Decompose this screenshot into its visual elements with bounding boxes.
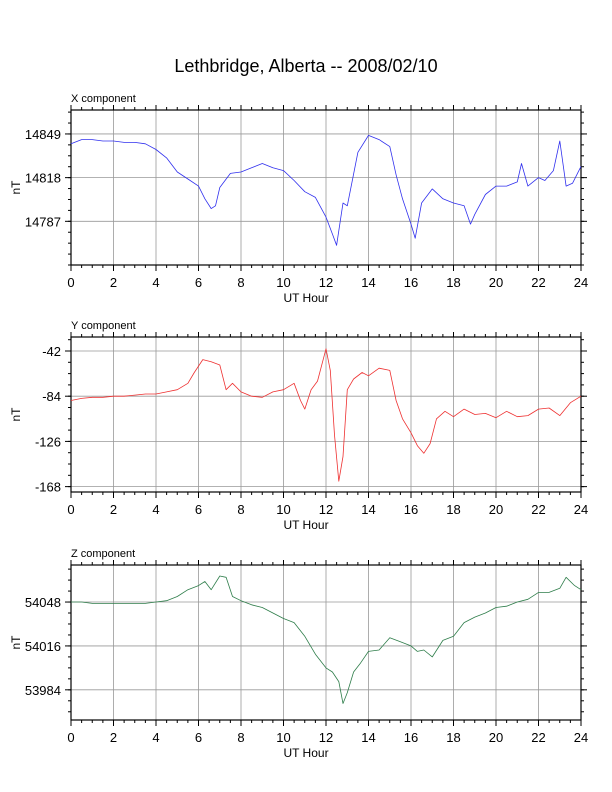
y-tick-label: -84 [42,389,61,404]
x-tick-label: 18 [446,730,460,745]
x-tick-label: 20 [489,502,503,517]
x-tick-label: 6 [195,730,202,745]
x-axis-label: UT Hour [283,518,328,532]
y-axis-label: nT [9,635,23,650]
x-tick-label: 22 [531,502,545,517]
x-tick-label: 8 [237,275,244,290]
y-tick-label: -168 [35,480,61,495]
x-tick-label: 14 [361,502,375,517]
series-line [70,348,582,482]
panel-title: Y component [71,320,136,332]
x-tick-label: 12 [319,730,333,745]
x-tick-label: 2 [110,502,117,517]
x-tick-label: 8 [237,730,244,745]
panel-title: Z component [71,548,135,560]
x-tick-label: 14 [361,730,375,745]
x-tick-label: 24 [574,730,588,745]
x-tick-label: 22 [531,730,545,745]
plot-frame [70,336,582,493]
y-tick-label: 14787 [25,214,61,229]
y-tick-label: 54016 [25,639,61,654]
series-line [70,134,582,246]
x-tick-label: 8 [237,502,244,517]
y-tick-label: 14849 [25,127,61,142]
x-tick-label: 12 [319,502,333,517]
x-tick-label: 6 [195,502,202,517]
x-tick-label: 18 [446,275,460,290]
x-tick-label: 0 [67,275,74,290]
x-tick-label: 18 [446,502,460,517]
x-axis-label: UT Hour [283,291,328,305]
panel-title: X component [71,93,136,105]
x-tick-label: 16 [404,730,418,745]
series-line [71,575,582,704]
x-tick-label: 12 [319,275,333,290]
page-title: Lethbridge, Alberta -- 2008/02/10 [174,56,438,76]
y-tick-label: 14818 [25,171,61,186]
x-tick-label: 6 [195,275,202,290]
x-tick-label: 0 [67,502,74,517]
x-tick-label: 10 [276,502,290,517]
x-tick-label: 16 [404,502,418,517]
x-tick-label: 16 [404,275,418,290]
x-tick-label: 24 [574,502,588,517]
x-tick-label: 24 [574,275,588,290]
x-tick-label: 4 [152,502,159,517]
x-axis-label: UT Hour [283,746,328,760]
y-tick-label: 53984 [25,683,61,698]
y-axis-label: nT [9,180,23,195]
x-tick-label: 4 [152,275,159,290]
plot-frame [70,109,582,266]
x-tick-label: 0 [67,730,74,745]
x-tick-label: 2 [110,730,117,745]
x-tick-label: 20 [489,275,503,290]
y-axis-label: nT [9,407,23,422]
x-tick-label: 10 [276,275,290,290]
x-tick-label: 20 [489,730,503,745]
y-tick-label: 54048 [25,595,61,610]
plot-frame [70,564,582,721]
x-tick-label: 10 [276,730,290,745]
y-tick-label: -42 [42,344,61,359]
x-tick-label: 2 [110,275,117,290]
x-tick-label: 22 [531,275,545,290]
x-tick-label: 14 [361,275,375,290]
y-tick-label: -126 [35,434,61,449]
x-tick-label: 4 [152,730,159,745]
